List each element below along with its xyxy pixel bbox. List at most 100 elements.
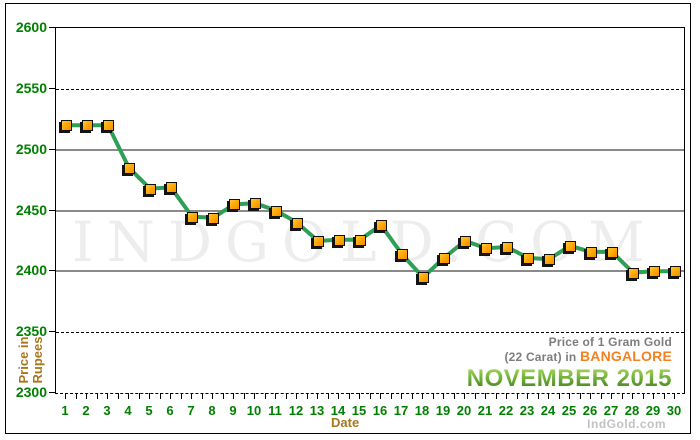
x-tick-label-28: 28 (624, 403, 640, 418)
x-tick (149, 393, 150, 399)
data-point-day-8 (208, 212, 219, 224)
data-point-day-27 (607, 246, 618, 258)
x-tick (233, 393, 234, 399)
x-tick (138, 393, 140, 399)
x-tick-label-11: 11 (268, 403, 282, 418)
x-tick (338, 393, 339, 399)
x-tick-label-30: 30 (666, 403, 682, 418)
data-point-day-14 (334, 234, 345, 246)
x-tick (411, 393, 413, 399)
plot-area: INDGOLD.COM (55, 27, 685, 394)
y-tick-2300 (49, 392, 55, 393)
data-point-day-6 (166, 182, 177, 194)
x-tick (443, 393, 444, 399)
x-tick-label-17: 17 (393, 403, 409, 418)
y-tick-label-2450: 2450 (15, 201, 47, 218)
x-tick-label-29: 29 (645, 403, 661, 418)
x-tick (569, 393, 570, 399)
x-tick-label-27: 27 (603, 403, 619, 418)
x-tick (212, 393, 213, 399)
x-tick (96, 393, 98, 399)
data-point-day-11 (271, 205, 282, 217)
x-tick (317, 393, 318, 399)
data-point-day-15 (355, 234, 366, 246)
data-point-day-17 (397, 249, 408, 261)
site-brand: IndGold.com (587, 417, 666, 431)
x-axis-title: Date (331, 415, 360, 430)
data-point-day-28 (628, 267, 639, 279)
y-tick-label-2350: 2350 (15, 323, 47, 340)
x-tick (590, 393, 591, 399)
x-tick (264, 393, 266, 399)
y-tick-2350 (49, 331, 55, 333)
data-point-day-1 (61, 120, 72, 132)
gridline-2350 (56, 332, 684, 334)
x-tick (453, 393, 455, 399)
x-tick (243, 393, 245, 399)
x-tick (306, 393, 308, 399)
x-tick-label-7: 7 (187, 403, 195, 418)
data-point-day-5 (145, 183, 156, 195)
x-tick (359, 393, 360, 399)
x-tick (537, 393, 539, 399)
x-tick (159, 393, 161, 399)
chart-caption: Price of 1 Gram Gold (22 Carat) in BANGA… (467, 335, 672, 391)
x-tick (527, 393, 528, 399)
x-tick-label-26: 26 (582, 403, 598, 418)
x-tick (401, 393, 402, 399)
y-tick-label-2500: 2500 (15, 140, 47, 157)
gridline-2450 (56, 209, 684, 212)
x-tick (380, 393, 381, 399)
x-tick (296, 393, 297, 399)
x-tick (485, 393, 486, 399)
data-point-day-4 (124, 162, 135, 174)
data-point-day-25 (565, 240, 576, 252)
x-tick-label-1: 1 (61, 403, 69, 418)
gridline-2500 (56, 148, 684, 151)
x-tick-label-22: 22 (498, 403, 514, 418)
x-tick-label-10: 10 (246, 403, 262, 418)
x-tick-label-8: 8 (208, 403, 216, 418)
x-tick-label-23: 23 (519, 403, 535, 418)
x-tick (191, 393, 192, 399)
data-point-day-26 (586, 246, 597, 258)
data-point-day-3 (103, 120, 114, 132)
y-axis-title-line2: Rupees (30, 336, 45, 384)
data-point-day-18 (418, 272, 429, 284)
y-tick-2500 (49, 148, 55, 150)
y-tick-label-2400: 2400 (15, 262, 47, 279)
data-point-day-16 (376, 220, 387, 232)
caption-line2: (22 Carat) in BANGALORE (467, 349, 672, 364)
x-tick (275, 393, 276, 399)
data-point-day-30 (670, 266, 681, 278)
caption-line1: Price of 1 Gram Gold (548, 335, 672, 349)
y-tick-2600 (49, 27, 55, 28)
x-tick (180, 393, 182, 399)
x-tick (674, 393, 675, 399)
x-tick (516, 393, 518, 399)
x-tick (348, 393, 350, 399)
x-tick (327, 393, 329, 399)
x-tick-label-4: 4 (124, 403, 132, 418)
x-tick (86, 393, 87, 399)
x-tick-label-13: 13 (309, 403, 325, 418)
x-tick-label-24: 24 (540, 403, 556, 418)
x-tick-label-25: 25 (561, 403, 577, 418)
y-tick-2550 (49, 87, 55, 89)
x-tick (548, 393, 549, 399)
y-tick-label-2550: 2550 (15, 79, 47, 96)
x-tick-label-12: 12 (288, 403, 304, 418)
x-tick-label-16: 16 (372, 403, 388, 418)
data-point-day-20 (460, 235, 471, 247)
data-point-day-12 (292, 217, 303, 229)
x-tick (201, 393, 203, 399)
x-tick (75, 393, 77, 399)
x-tick (369, 393, 371, 399)
data-point-day-29 (649, 266, 660, 278)
x-tick (506, 393, 507, 399)
data-point-day-10 (250, 198, 261, 210)
y-axis-title-line1: Price in (16, 336, 31, 384)
data-point-day-21 (481, 243, 492, 255)
data-point-day-23 (523, 252, 534, 264)
